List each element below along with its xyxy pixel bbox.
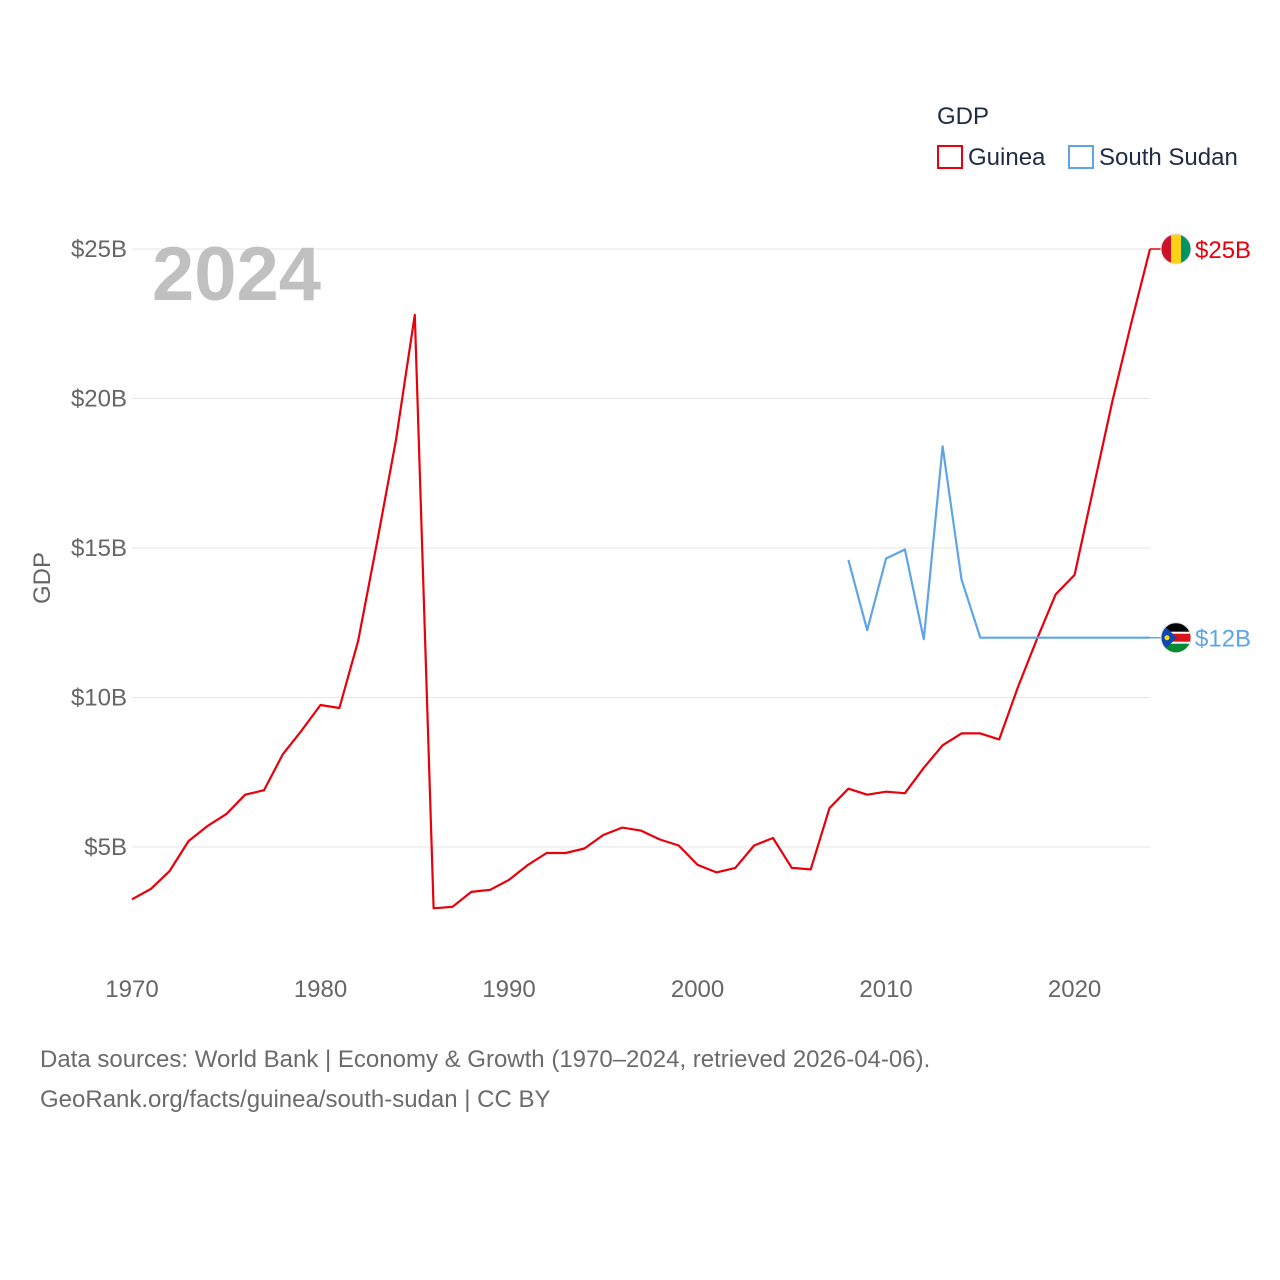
legend-swatch-south-sudan — [1068, 145, 1094, 169]
series-line-south-sudan[interactable] — [847, 445, 1150, 641]
grid-lines — [132, 248, 1150, 848]
legend-label-south-sudan: South Sudan — [1099, 144, 1238, 171]
x-axis-ticks: 1970 1980 1990 2000 2010 2020 — [105, 976, 1101, 1003]
legend-item-south-sudan[interactable]: South Sudan — [1068, 144, 1238, 171]
y-axis-title: GDP — [29, 552, 56, 604]
series-end-markers: $25B $12B — [1150, 233, 1251, 654]
legend-item-guinea[interactable]: Guinea — [937, 144, 1046, 171]
series-lines — [131, 248, 1152, 910]
guinea-flag-icon — [1160, 233, 1192, 265]
x-tick-label: 1990 — [482, 976, 535, 1003]
end-label-south-sudan: $12B — [1195, 626, 1251, 653]
y-tick-label: $5B — [84, 834, 127, 861]
legend-title: GDP — [937, 103, 989, 130]
source-line: Data sources: World Bank | Economy & Gro… — [40, 1046, 931, 1073]
end-label-guinea: $25B — [1195, 237, 1251, 264]
x-tick-label: 2010 — [859, 976, 912, 1003]
x-tick-label: 1970 — [105, 976, 158, 1003]
x-tick-label: 2000 — [671, 976, 724, 1003]
x-tick-label: 2020 — [1048, 976, 1101, 1003]
legend-label-guinea: Guinea — [968, 144, 1046, 171]
year-watermark: 2024 — [152, 232, 321, 317]
y-tick-label: $20B — [71, 386, 127, 413]
y-axis-ticks: $5B $10B $15B $20B $25B — [71, 236, 127, 861]
y-tick-label: $10B — [71, 685, 127, 712]
series-line-guinea[interactable] — [131, 248, 1152, 910]
source-footer: Data sources: World Bank | Economy & Gro… — [40, 1040, 930, 1120]
y-tick-label: $15B — [71, 535, 127, 562]
legend: GDP Guinea South Sudan — [937, 103, 1238, 171]
y-tick-label: $25B — [71, 236, 127, 263]
x-tick-label: 1980 — [294, 976, 347, 1003]
south-sudan-flag-icon — [1160, 622, 1192, 654]
source-url[interactable]: GeoRank.org/facts/guinea/south-sudan | C… — [40, 1086, 551, 1113]
legend-swatch-guinea — [937, 145, 963, 169]
